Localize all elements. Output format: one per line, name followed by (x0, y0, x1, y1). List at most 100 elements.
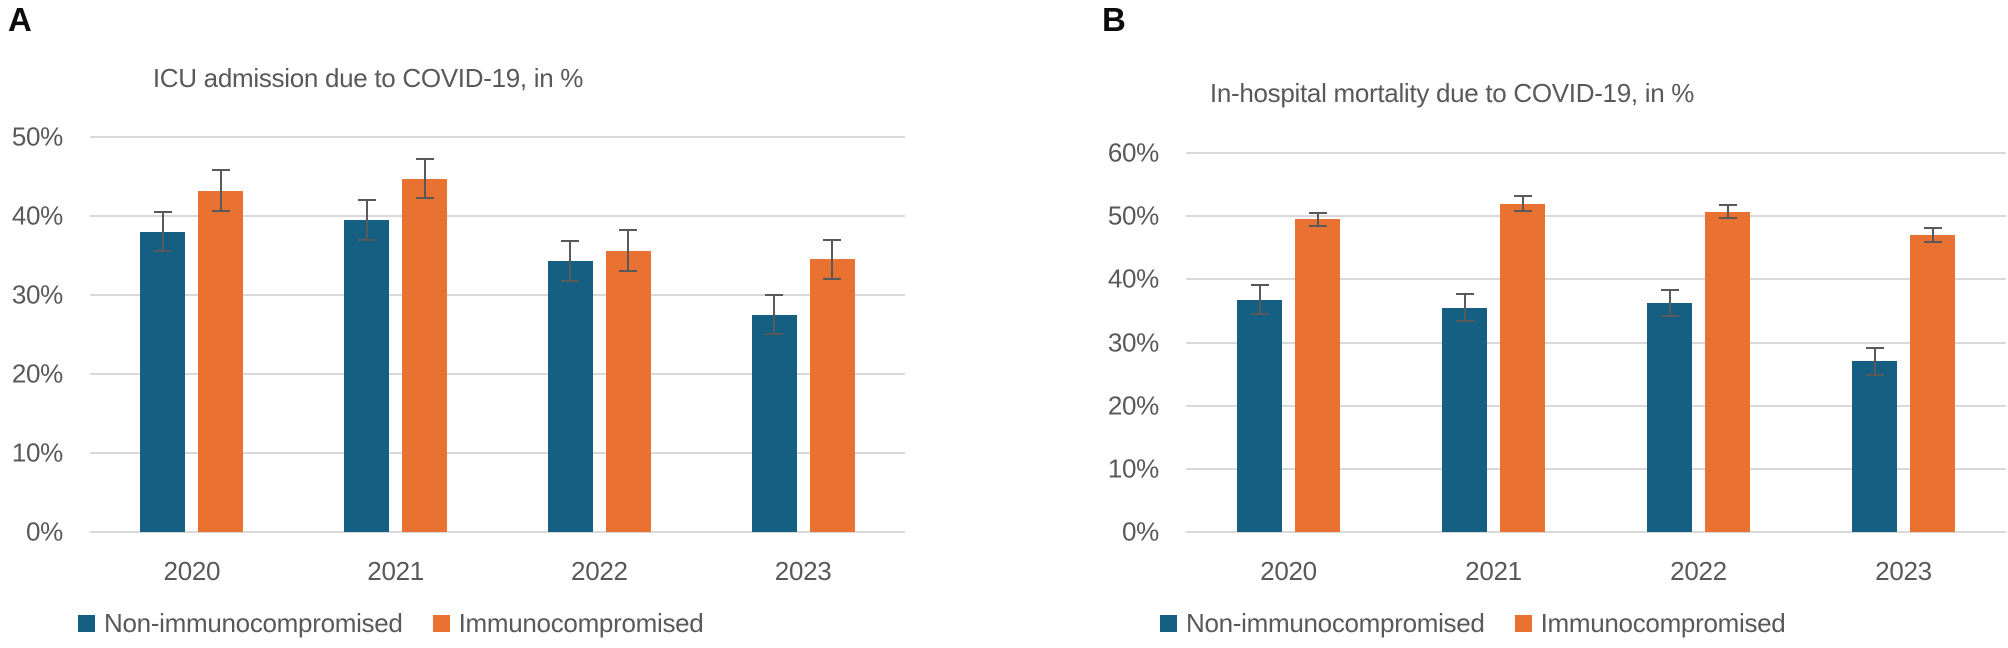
gridline (1186, 404, 2006, 407)
error-bar-cap-bottom (415, 197, 434, 200)
y-tick-label: 0% (26, 516, 63, 547)
gridline (90, 294, 905, 296)
error-bar-non-immunocompromised-2020 (153, 211, 172, 253)
bar-non-immunocompromised-2023 (751, 314, 797, 532)
error-bar-cap-top (619, 229, 638, 232)
legend-swatch-icon (78, 615, 95, 632)
gridline (1186, 215, 2006, 218)
y-tick-label: 30% (11, 279, 63, 310)
bar-non-immunocompromised-2020 (140, 231, 186, 532)
legend-item-immunocompromised: Immunocompromised (1514, 608, 1786, 639)
error-bar-non-immunocompromised-2021 (357, 198, 376, 242)
error-bar-line (1873, 346, 1876, 376)
chart-title-a: ICU admission due to COVID-19, in % (152, 63, 584, 93)
error-bar-line (1521, 195, 1524, 212)
x-category-label: 2021 (367, 556, 424, 586)
gridline (1186, 278, 2006, 281)
error-bar-cap-top (765, 294, 784, 297)
error-bar-cap-bottom (1513, 209, 1532, 212)
error-bar-line (1463, 293, 1466, 323)
error-bar-cap-bottom (211, 210, 230, 213)
bar-immunocompromised-2021 (402, 178, 448, 532)
error-bar-non-immunocompromised-2021 (1455, 293, 1474, 323)
x-category-label: 2020 (163, 556, 221, 586)
error-bar-cap-top (823, 238, 842, 241)
gridline (1186, 467, 2006, 470)
x-category-label: 2021 (1465, 556, 1522, 586)
legend-item-immunocompromised: Immunocompromised (432, 608, 704, 639)
x-category-label: 2020 (1260, 556, 1317, 586)
bar-immunocompromised-2023 (1910, 235, 1955, 532)
error-bar-line (1726, 204, 1729, 220)
error-bar-cap-top (561, 240, 580, 243)
legend-label: Non-immunocompromised (1186, 608, 1485, 638)
plot-area-b (1186, 152, 2006, 533)
error-bar-non-immunocompromised-2020 (1250, 284, 1269, 315)
error-bar-immunocompromised-2020 (211, 169, 230, 213)
error-bar-immunocompromised-2022 (1718, 204, 1737, 220)
y-tick-label: 40% (1107, 263, 1159, 294)
legend-label: Immunocompromised (458, 608, 704, 638)
chart-title-b: In-hospital mortality due to COVID-19, i… (1209, 78, 1695, 108)
y-axis-a: 0% 10% 20% 30% 40% 50% (0, 0, 63, 648)
error-bar-cap-top (1865, 346, 1884, 349)
y-tick-label: 60% (1107, 137, 1159, 168)
plot-area-a (90, 136, 905, 533)
y-tick-label: 20% (1107, 390, 1159, 421)
y-axis-b: 0% 10% 20% 30% 40% 50% 60% (1004, 0, 1159, 648)
panel-b: B In-hospital mortality due to COVID-19,… (1004, 0, 2008, 648)
y-tick-label: 40% (11, 200, 63, 231)
bar-immunocompromised-2023 (809, 259, 855, 532)
error-bar-cap-bottom (619, 270, 638, 273)
y-tick-label: 30% (1107, 327, 1159, 357)
legend-a: Non-immunocompromised Immunocompromised (78, 608, 704, 639)
legend-item-non-immunocompromised: Non-immunocompromised (78, 608, 403, 639)
bar-immunocompromised-2022 (1705, 211, 1750, 532)
y-tick-label: 0% (1122, 516, 1159, 547)
legend-item-non-immunocompromised: Non-immunocompromised (1160, 608, 1485, 639)
panel-label-b: B (1102, 1, 1126, 38)
x-category-label: 2022 (571, 556, 628, 586)
error-bar-non-immunocompromised-2022 (561, 240, 580, 282)
error-bar-immunocompromised-2023 (1923, 226, 1942, 244)
error-bar-line (569, 240, 572, 282)
error-bar-cap-top (1660, 288, 1679, 291)
bar-non-immunocompromised-2022 (1647, 302, 1692, 532)
gridline (90, 136, 905, 138)
error-bar-line (1316, 211, 1319, 227)
error-bar-line (365, 198, 368, 242)
panel-label-a: A (8, 1, 32, 38)
y-tick-label: 50% (11, 121, 63, 152)
bar-non-immunocompromised-2021 (1442, 307, 1487, 532)
x-category-label: 2023 (1875, 556, 1932, 586)
error-bar-line (773, 294, 776, 336)
gridline (90, 531, 905, 533)
error-bar-line (1931, 226, 1934, 244)
error-bar-cap-top (1513, 195, 1532, 198)
legend-label: Immunocompromised (1540, 608, 1786, 638)
bar-immunocompromised-2020 (198, 190, 244, 532)
error-bar-non-immunocompromised-2023 (765, 294, 784, 336)
gridline (90, 215, 905, 217)
error-bar-non-immunocompromised-2023 (1865, 346, 1884, 376)
error-bar-immunocompromised-2021 (1513, 195, 1532, 212)
x-category-label: 2022 (1670, 556, 1727, 586)
error-bar-line (831, 238, 834, 280)
error-bar-cap-top (1455, 293, 1474, 296)
gridline (90, 452, 905, 454)
error-bar-cap-top (153, 211, 172, 214)
error-bar-cap-bottom (765, 333, 784, 336)
legend-swatch-icon (1160, 615, 1177, 632)
bar-non-immunocompromised-2020 (1237, 299, 1282, 532)
error-bar-cap-bottom (357, 239, 376, 242)
error-bar-line (1668, 288, 1671, 317)
bar-immunocompromised-2022 (605, 250, 651, 532)
error-bar-non-immunocompromised-2022 (1660, 288, 1679, 317)
gridline (1186, 341, 2006, 344)
error-bar-cap-bottom (823, 277, 842, 280)
error-bar-cap-bottom (561, 279, 580, 282)
error-bar-cap-top (1250, 284, 1269, 287)
error-bar-cap-bottom (1660, 314, 1679, 317)
gridline (90, 373, 905, 375)
error-bar-cap-top (1923, 226, 1942, 229)
